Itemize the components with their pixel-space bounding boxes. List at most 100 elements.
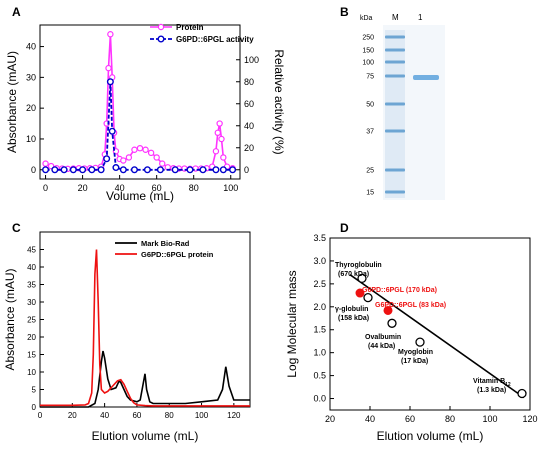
plot-frame bbox=[39, 24, 241, 180]
y-tick-label: 1.0 bbox=[313, 348, 326, 358]
standard-point bbox=[387, 318, 397, 328]
data-point-activity bbox=[112, 164, 120, 172]
y-axis-label: Absorbance (mAU) bbox=[3, 268, 17, 370]
y-tick-label: 30 bbox=[26, 72, 36, 82]
marker-label: 25 bbox=[366, 168, 374, 175]
data-point-protein bbox=[216, 120, 223, 127]
marker-label: 15 bbox=[366, 190, 374, 197]
sample-point bbox=[355, 288, 365, 298]
data-point-activity bbox=[69, 166, 77, 174]
y2-tick-label: 80 bbox=[244, 77, 254, 87]
x-tick-label: 80 bbox=[189, 183, 199, 193]
data-point-activity bbox=[88, 166, 96, 174]
ladder-band bbox=[385, 102, 405, 106]
y2-tick-label: 40 bbox=[244, 121, 254, 131]
ladder-band bbox=[385, 190, 405, 194]
y-tick-label: 2.0 bbox=[313, 302, 326, 312]
data-point-protein bbox=[159, 160, 166, 167]
legend-label-0: Mark Bio-Rad bbox=[141, 239, 190, 248]
panel-c-chart: C 0 20 40 60 80 100 120 0 5 10 15 20 25 30 35 40 45 Elutio… bbox=[3, 221, 251, 443]
x-axis-label: Elution volume (mL) bbox=[377, 429, 484, 443]
ladder-band bbox=[385, 168, 405, 172]
data-point-activity bbox=[42, 166, 50, 174]
sample-label: G6PD::6PGL (83 kDa) bbox=[375, 302, 446, 309]
y-tick-label: 25 bbox=[27, 316, 36, 325]
x-tick-label: 40 bbox=[100, 411, 109, 420]
data-point-protein bbox=[42, 160, 49, 167]
standard-label: γ-globulin bbox=[335, 306, 368, 313]
data-point-protein bbox=[147, 149, 155, 157]
ladder-band bbox=[385, 48, 405, 52]
y-tick-label: 0 bbox=[31, 165, 36, 175]
legend-swatch-marker-protein bbox=[157, 23, 165, 31]
x-tick-label: 40 bbox=[365, 414, 375, 424]
y-axis-label: Log Molecular mass bbox=[285, 270, 299, 377]
legend-label-activity: G6PD::6PGL activity bbox=[176, 35, 254, 44]
x-tick-label: 0 bbox=[43, 183, 48, 193]
sample-label: G6PD::6PGL (170 kDa) bbox=[362, 287, 437, 294]
lane-m-label: M bbox=[392, 13, 399, 22]
data-point-activity bbox=[79, 166, 87, 174]
series-line-0 bbox=[40, 350, 250, 408]
data-point-activity bbox=[51, 166, 59, 174]
panel-label: C bbox=[12, 221, 21, 235]
marker-label: 50 bbox=[366, 102, 374, 109]
standard-label: Vitamin B12 bbox=[473, 378, 511, 388]
y-tick-label: 20 bbox=[26, 103, 36, 113]
x-tick-label: 20 bbox=[78, 183, 88, 193]
data-point-activity bbox=[106, 78, 114, 86]
legend-label-1: G6PD::6PGL protein bbox=[141, 250, 214, 259]
x-tick-label: 40 bbox=[115, 183, 125, 193]
data-point-protein bbox=[212, 148, 220, 155]
data-point-protein bbox=[107, 31, 114, 38]
marker-label: 150 bbox=[362, 48, 374, 55]
x-tick-label: 20 bbox=[325, 414, 335, 424]
standard-sublabel: (670 kDa) bbox=[338, 271, 369, 278]
data-point-protein bbox=[136, 144, 144, 152]
y-tick-label: 45 bbox=[27, 246, 36, 255]
series-line-1 bbox=[40, 249, 250, 407]
x-tick-label: 60 bbox=[152, 183, 162, 193]
data-point-activity bbox=[97, 166, 105, 174]
legend-label-protein: Protein bbox=[176, 23, 204, 32]
standard-sublabel: (1.3 kDa) bbox=[477, 387, 506, 394]
ladder-band bbox=[385, 35, 405, 39]
panel-label: B bbox=[340, 5, 349, 19]
data-point-activity bbox=[130, 166, 138, 174]
y-tick-label: 10 bbox=[26, 134, 36, 144]
marker-label: 250 bbox=[362, 35, 374, 42]
y2-axis-label: Relative activity (%) bbox=[272, 49, 286, 154]
data-point-activity bbox=[171, 166, 179, 174]
y-tick-label: 10 bbox=[27, 368, 36, 377]
standard-label: Myoglobin bbox=[398, 349, 433, 356]
y-tick-label: 15 bbox=[27, 351, 36, 360]
panel-d-chart: D 20 40 60 80 100 120 0.0 0.5 1.0 1.5 2.0 2.5 3.0 3.5 E… bbox=[285, 221, 538, 443]
data-point-protein bbox=[220, 154, 227, 161]
standard-sublabel: (158 kDa) bbox=[338, 315, 369, 322]
legend-swatch-marker-activity bbox=[157, 35, 165, 43]
data-point-activity bbox=[219, 166, 227, 174]
ladder-band bbox=[385, 60, 405, 64]
y-tick-label: 40 bbox=[27, 263, 36, 272]
data-point-activity bbox=[60, 166, 68, 174]
kda-label: kDa bbox=[360, 15, 373, 22]
x-tick-label: 100 bbox=[482, 414, 497, 424]
standard-point bbox=[517, 388, 527, 399]
y-tick-label: 0.0 bbox=[313, 394, 326, 404]
x-tick-label: 20 bbox=[68, 411, 77, 420]
y2-tick-label: 100 bbox=[244, 55, 259, 65]
y2-tick-label: 20 bbox=[244, 143, 254, 153]
panel-a-chart: A 0 20 40 60 80 100 0 10 20 30 40 0 20 40 60 80 100 Volume… bbox=[5, 5, 286, 203]
data-point-protein bbox=[120, 157, 127, 164]
ladder-band bbox=[385, 74, 405, 78]
data-point-protein bbox=[214, 129, 221, 136]
y-tick-label: 20 bbox=[27, 333, 36, 342]
y-tick-label: 0 bbox=[32, 403, 37, 412]
y-tick-label: 3.5 bbox=[313, 233, 326, 243]
y-tick-label: 35 bbox=[27, 281, 36, 290]
x-tick-label: 80 bbox=[445, 414, 455, 424]
y-axis-label: Absorbance (mAU) bbox=[5, 51, 19, 153]
data-point-protein bbox=[218, 135, 225, 143]
marker-label: 100 bbox=[362, 60, 374, 67]
